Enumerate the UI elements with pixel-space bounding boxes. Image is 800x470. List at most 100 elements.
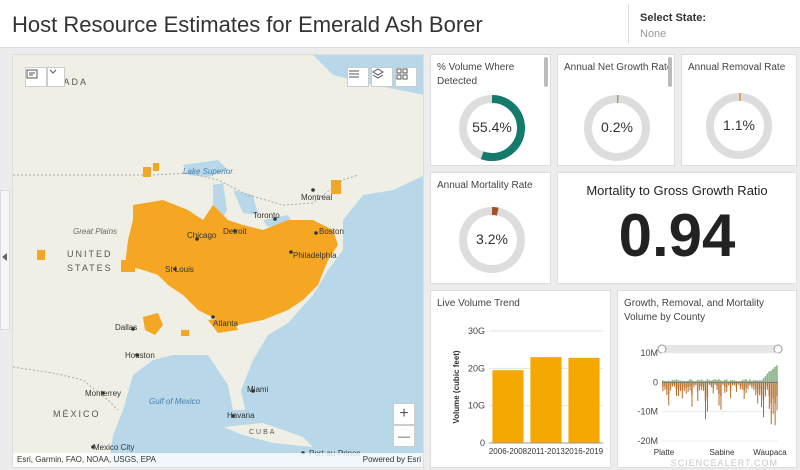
mortality-bar bbox=[726, 382, 728, 392]
mortality-bar bbox=[691, 382, 693, 407]
growth-bar bbox=[714, 379, 716, 383]
cuba-land bbox=[223, 423, 313, 447]
range-slider-handle-right[interactable] bbox=[773, 344, 783, 354]
mortality-bar bbox=[722, 382, 724, 385]
growth-bar bbox=[764, 376, 767, 383]
map-attribution: Esri, Garmin, FAO, NOAA, USGS, EPA Power… bbox=[13, 453, 423, 467]
map-canvas[interactable] bbox=[13, 55, 424, 468]
range-slider-track[interactable] bbox=[662, 345, 778, 353]
gauge-title: Annual Net Growth Rate bbox=[564, 62, 673, 73]
growth-bar bbox=[735, 380, 738, 383]
city-monterrey: Monterrey bbox=[85, 389, 122, 398]
basemap-gallery-button[interactable] bbox=[395, 67, 417, 87]
mortality-bar bbox=[747, 382, 749, 389]
city-st-louis: St Louis bbox=[165, 265, 194, 274]
powered-by-esri-link[interactable]: Powered by Esri bbox=[362, 455, 421, 464]
chart-title: Growth, Removal, and Mortality Volume by… bbox=[624, 298, 765, 323]
mortality-bar bbox=[703, 382, 705, 391]
mortality-bar bbox=[676, 382, 677, 397]
mortality-bar bbox=[662, 382, 664, 392]
basemap-button[interactable] bbox=[25, 67, 47, 87]
growth-bar bbox=[747, 380, 749, 383]
city-mexico-city: Mexico City bbox=[93, 443, 135, 452]
mortality-bar bbox=[705, 382, 706, 420]
mortality-bar bbox=[674, 382, 676, 387]
mortality-bar bbox=[699, 382, 701, 391]
gauge-ring bbox=[459, 207, 525, 273]
y-tick-label: -10M bbox=[637, 407, 658, 417]
growth-bar bbox=[694, 381, 697, 383]
map-panel[interactable]: NADA Lake Superior Great Plains UNITED S… bbox=[12, 54, 424, 468]
label-canada: NADA bbox=[55, 77, 89, 87]
great-lakes bbox=[183, 160, 293, 227]
growth-bar bbox=[704, 380, 707, 383]
list-icon bbox=[349, 70, 359, 78]
city-detroit: Detroit bbox=[223, 227, 247, 236]
growth-bar bbox=[689, 379, 691, 383]
dashboard-header: Host Resource Estimates for Emerald Ash … bbox=[0, 0, 800, 48]
city-toronto: Toronto bbox=[253, 211, 280, 220]
city-chicago: Chicago bbox=[187, 231, 217, 240]
watermark: SCIENCEALERT.COM bbox=[670, 458, 778, 468]
mortality-bar bbox=[770, 382, 772, 425]
legend-button[interactable] bbox=[347, 67, 369, 87]
growth-bar bbox=[749, 379, 751, 383]
label-gulf: Gulf of Mexico bbox=[149, 397, 201, 406]
growth-bar bbox=[768, 371, 771, 383]
growth-bar bbox=[758, 380, 761, 383]
scrollbar[interactable] bbox=[544, 57, 548, 87]
zoom-out-button[interactable]: — bbox=[393, 425, 415, 447]
range-slider-handle-left[interactable] bbox=[657, 344, 667, 354]
growth-bar bbox=[716, 380, 718, 383]
growth-bar bbox=[671, 379, 674, 383]
growth-bar bbox=[754, 380, 757, 383]
gauge-fill bbox=[706, 93, 772, 159]
chevron-down-icon bbox=[49, 69, 57, 74]
bar[interactable] bbox=[568, 357, 600, 443]
select-state-label: Select State: bbox=[640, 12, 707, 24]
mortality-bar bbox=[741, 382, 743, 390]
growth-bar bbox=[706, 379, 709, 383]
expand-arrow-icon bbox=[2, 253, 7, 261]
y-tick-label: 0 bbox=[480, 438, 485, 448]
mortality-bar bbox=[677, 382, 679, 396]
side-panel-toggle[interactable] bbox=[0, 190, 10, 330]
live-volume-chart-panel: Live Volume Trend 30G 20G 10G 0 Volume (cubi… bbox=[430, 290, 611, 468]
gauge-value: 55.4% bbox=[472, 119, 512, 135]
bar[interactable] bbox=[492, 370, 524, 443]
growth-bar bbox=[685, 381, 687, 383]
select-state-dropdown[interactable]: None bbox=[640, 28, 667, 40]
mortality-bar bbox=[701, 382, 703, 390]
gauge-ring bbox=[706, 93, 772, 159]
growth-bar bbox=[752, 380, 755, 383]
mortality-bar bbox=[685, 382, 687, 394]
gauge-title: % Volume Where Detected bbox=[437, 62, 515, 87]
growth-bar bbox=[760, 380, 763, 383]
city-boston: Boston bbox=[319, 227, 344, 236]
layers-button[interactable] bbox=[371, 67, 393, 87]
scrollbar[interactable] bbox=[668, 57, 672, 87]
gauge-panel-net-growth: Annual Net Growth Rate 0.2% bbox=[557, 54, 675, 166]
mortality-bar bbox=[772, 382, 774, 414]
gauge-value: 0.2% bbox=[601, 119, 633, 135]
growth-bar bbox=[718, 379, 720, 383]
bar[interactable] bbox=[530, 357, 562, 443]
layers-icon bbox=[372, 68, 384, 79]
mortality-bar bbox=[743, 382, 745, 399]
growth-bar bbox=[692, 381, 695, 383]
growth-bar bbox=[669, 381, 672, 383]
basemap-dropdown-button[interactable] bbox=[47, 67, 65, 87]
y-tick-label: 0 bbox=[653, 377, 658, 387]
label-lake-superior: Lake Superior bbox=[183, 167, 233, 176]
growth-bar bbox=[729, 380, 732, 383]
county-volume-chart[interactable]: 10M 0 -10M -20M Platte Sabine Waupaca bbox=[618, 291, 798, 469]
zoom-in-button[interactable]: + bbox=[393, 403, 415, 425]
growth-bar bbox=[776, 365, 778, 383]
mortality-bar bbox=[753, 382, 755, 390]
ratio-panel: Mortality to Gross Growth Ratio 0.94 bbox=[557, 172, 797, 284]
infestation-area bbox=[37, 163, 341, 336]
mortality-bar bbox=[735, 382, 737, 392]
city-miami: Miami bbox=[247, 385, 269, 394]
city-houston: Houston bbox=[125, 351, 155, 360]
